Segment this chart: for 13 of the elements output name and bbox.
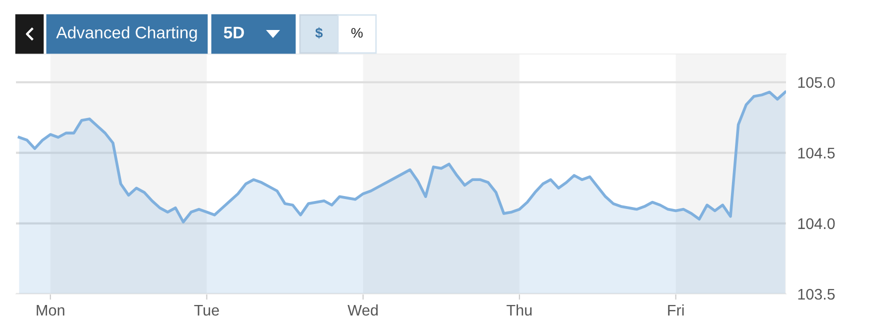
text: Advanced Charting xyxy=(56,26,197,42)
x-tick-label: Wed xyxy=(348,304,378,316)
y-tick-label: 103.5 xyxy=(798,288,835,300)
x-tick-label: Thu xyxy=(506,304,532,316)
y-tick-label: 104.5 xyxy=(798,148,835,159)
y-tick-label: 105.0 xyxy=(798,77,835,88)
text: 5D xyxy=(224,26,244,38)
y-tick-label: 104.0 xyxy=(798,218,835,230)
x-tick-label: Fri xyxy=(668,304,684,316)
text: % xyxy=(351,28,363,38)
x-tick-label: Tue xyxy=(194,304,219,316)
x-tick-label: Mon xyxy=(36,304,64,316)
text: $ xyxy=(315,27,323,39)
